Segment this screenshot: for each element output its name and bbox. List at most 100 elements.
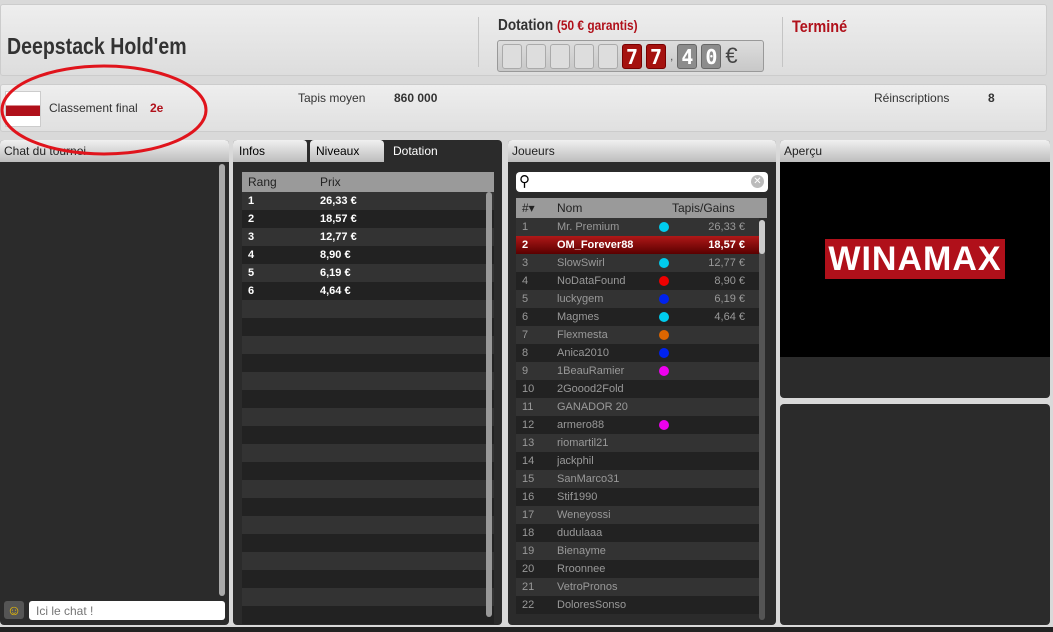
- player-winnings: 4,64 €: [714, 311, 745, 323]
- col-number-sort[interactable]: #▾: [522, 201, 535, 215]
- preview-panel: Aperçu WINAMAX: [780, 140, 1050, 398]
- col-stack-winnings[interactable]: Tapis/Gains: [672, 201, 735, 215]
- prize-amount: 4,64 €: [320, 285, 351, 297]
- emoji-button[interactable]: ☺: [4, 601, 24, 619]
- clear-search-icon[interactable]: ✕: [751, 175, 764, 188]
- player-row[interactable]: 11 GANADOR 20: [516, 398, 759, 416]
- chat-input[interactable]: [29, 601, 225, 620]
- prize-amount: 12,77 €: [320, 231, 357, 243]
- player-name: Rroonnee: [557, 563, 606, 575]
- prize-row: [242, 426, 494, 444]
- player-name: Stif1990: [557, 491, 598, 503]
- prize-rank: 2: [248, 213, 255, 225]
- rebuys-label: Réinscriptions: [874, 91, 950, 105]
- player-row[interactable]: 18 dudulaaa: [516, 524, 759, 542]
- col-rank: Rang: [248, 175, 277, 189]
- player-rank: 20: [522, 563, 535, 575]
- prize-rank: 1: [248, 195, 255, 207]
- final-rank-label: Classement final: [49, 101, 138, 115]
- player-status-dot: [659, 312, 669, 322]
- prize-row: [242, 390, 494, 408]
- player-name: Mr. Premium: [557, 221, 620, 233]
- search-input[interactable]: [538, 174, 743, 190]
- prize-row: [242, 552, 494, 570]
- player-row[interactable]: 3 SlowSwirl 12,77 €: [516, 254, 759, 272]
- player-rank: 9: [522, 365, 529, 377]
- player-winnings: [683, 578, 745, 596]
- player-row[interactable]: 8 Anica2010: [516, 344, 759, 362]
- prize-scrollbar[interactable]: [486, 192, 492, 617]
- player-rank: 15: [522, 473, 535, 485]
- prize-row: 1 26,33 €: [242, 192, 494, 210]
- info-tabs: Infos Niveaux Dotation: [233, 140, 502, 162]
- player-row[interactable]: 20 Rroonnee: [516, 560, 759, 578]
- winamax-avatar-icon: [5, 91, 41, 127]
- player-rank: 19: [522, 545, 535, 557]
- player-row[interactable]: 14 jackphil: [516, 452, 759, 470]
- tab-niveaux[interactable]: Niveaux: [310, 140, 384, 162]
- player-winnings: [683, 470, 745, 488]
- player-rank: 5: [522, 293, 529, 305]
- player-row[interactable]: 10 2Goood2Fold: [516, 380, 759, 398]
- player-row[interactable]: 21 VetroPronos: [516, 578, 759, 596]
- player-row[interactable]: 16 Stif1990: [516, 488, 759, 506]
- player-name: armero88: [557, 419, 605, 431]
- player-winnings: [683, 524, 745, 542]
- player-winnings: [683, 398, 745, 416]
- player-rank: 1: [522, 221, 529, 233]
- player-winnings: [683, 560, 745, 578]
- player-row[interactable]: 17 Weneyossi: [516, 506, 759, 524]
- prize-pool-label: Dotation (50 € garantis): [498, 17, 638, 34]
- player-row[interactable]: 13 riomartil21: [516, 434, 759, 452]
- player-row[interactable]: 9 1BeauRamier: [516, 362, 759, 380]
- player-name: SlowSwirl: [557, 257, 605, 269]
- player-rank: 16: [522, 491, 535, 503]
- player-rank: 4: [522, 275, 529, 287]
- player-name: OM_Forever88: [557, 239, 634, 251]
- player-winnings: [683, 416, 745, 434]
- player-row[interactable]: 2 OM_Forever88 18,57 €: [516, 236, 759, 254]
- prize-digit: [598, 43, 618, 69]
- prize-row: [242, 300, 494, 318]
- bottom-strip: [0, 627, 1053, 632]
- final-rank-value: 2e: [150, 101, 164, 115]
- players-scrollbar[interactable]: [759, 220, 765, 620]
- player-name: Magmes: [557, 311, 600, 323]
- players-table: #▾ Nom Tapis/Gains 1 Mr. Premium 26,33 € 2 OM_…: [516, 198, 767, 614]
- player-rank: 11: [522, 401, 534, 413]
- prize-row: 2 18,57 €: [242, 210, 494, 228]
- player-status-dot: [659, 294, 669, 304]
- chat-panel: Chat du tournoi ☺: [0, 140, 229, 625]
- player-row[interactable]: 19 Bienayme: [516, 542, 759, 560]
- prize-amount: 18,57 €: [320, 213, 357, 225]
- col-name[interactable]: Nom: [557, 201, 583, 215]
- prize-row: [242, 444, 494, 462]
- player-rank: 12: [522, 419, 535, 431]
- player-row[interactable]: 12 armero88: [516, 416, 759, 434]
- player-status-dot: [659, 420, 669, 430]
- prize-digit: [550, 43, 570, 69]
- player-row[interactable]: 15 SanMarco31: [516, 470, 759, 488]
- player-row[interactable]: 4 NoDataFound 8,90 €: [516, 272, 759, 290]
- player-name: Anica2010: [557, 347, 609, 359]
- chat-scrollbar[interactable]: [219, 164, 225, 596]
- tab-dotation[interactable]: Dotation: [387, 140, 461, 162]
- prize-amount: 6,19 €: [320, 267, 351, 279]
- prize-rank: 5: [248, 267, 255, 279]
- tournament-header: Deepstack Hold'em Dotation (50 € garanti…: [0, 4, 1047, 76]
- player-name: 1BeauRamier: [557, 365, 625, 377]
- prize-rank: 3: [248, 231, 255, 243]
- player-name: VetroPronos: [557, 581, 618, 593]
- prize-digit: 7: [622, 43, 642, 69]
- player-row[interactable]: 6 Magmes 4,64 €: [516, 308, 759, 326]
- player-winnings: [683, 362, 745, 380]
- tab-infos[interactable]: Infos: [233, 140, 307, 162]
- player-search[interactable]: ⚲ ✕: [516, 172, 768, 192]
- player-row[interactable]: 22 DoloresSonso: [516, 596, 759, 614]
- player-row[interactable]: 1 Mr. Premium 26,33 €: [516, 218, 759, 236]
- player-row[interactable]: 5 luckygem 6,19 €: [516, 290, 759, 308]
- prize-row: [242, 408, 494, 426]
- player-row[interactable]: 7 Flexmesta: [516, 326, 759, 344]
- player-name: dudulaaa: [557, 527, 603, 539]
- prize-row: [242, 498, 494, 516]
